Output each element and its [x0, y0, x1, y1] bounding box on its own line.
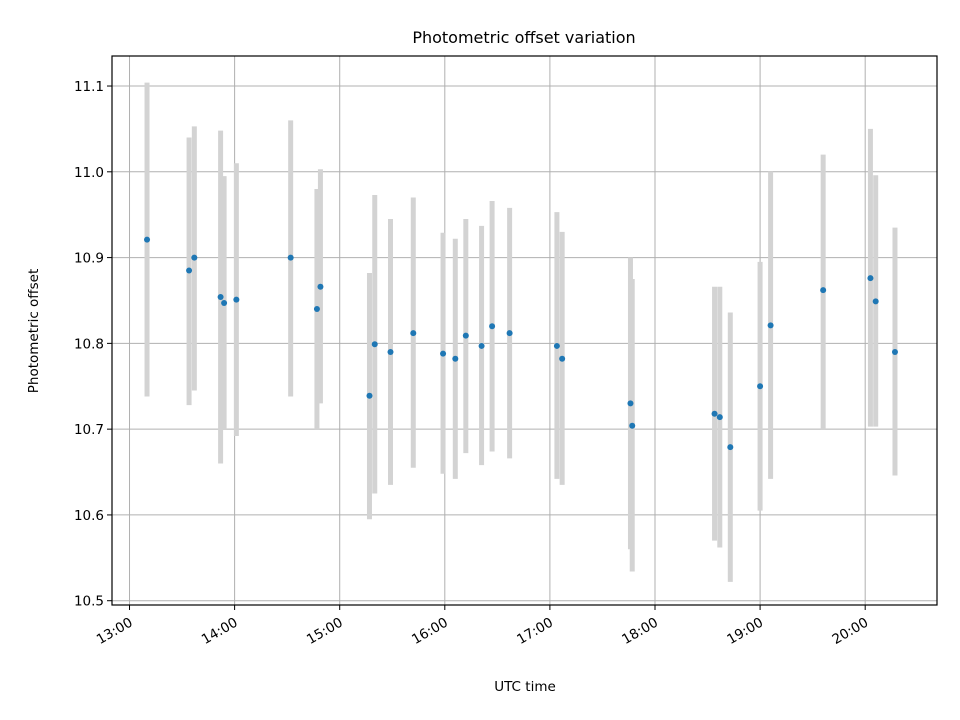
- data-point: [559, 355, 566, 362]
- data-point: [716, 414, 723, 421]
- x-axis-label: UTC time: [494, 679, 556, 695]
- data-points: [144, 236, 898, 451]
- data-point: [233, 296, 240, 303]
- data-point: [629, 422, 636, 429]
- data-point: [872, 298, 879, 305]
- data-point: [462, 332, 469, 339]
- data-point: [627, 400, 634, 407]
- y-tick-label: 10.5: [74, 594, 104, 610]
- data-point: [191, 254, 198, 261]
- data-point: [711, 410, 718, 417]
- data-point: [506, 330, 513, 337]
- x-tick-label: 17:00: [514, 615, 556, 648]
- x-tick-label: 15:00: [304, 615, 346, 648]
- error-bars: [144, 82, 898, 582]
- y-tick-label: 10.8: [74, 336, 104, 352]
- y-tick-label: 11.1: [74, 79, 104, 95]
- data-point: [144, 236, 151, 243]
- data-point: [313, 306, 320, 313]
- data-point: [867, 275, 874, 282]
- y-tick-label: 11.0: [74, 165, 104, 181]
- data-point: [478, 342, 485, 349]
- y-tick-label: 10.6: [74, 508, 104, 524]
- grid: [112, 56, 937, 605]
- data-point: [489, 323, 496, 330]
- data-point: [727, 444, 734, 451]
- data-point: [553, 342, 560, 349]
- x-tick-label: 16:00: [409, 615, 451, 648]
- x-tick-label: 14:00: [199, 615, 241, 648]
- x-tick-label: 13:00: [94, 615, 136, 648]
- data-point: [186, 267, 193, 274]
- plot-frame: [111, 55, 938, 606]
- x-tick-label: 19:00: [724, 615, 766, 648]
- data-point: [440, 350, 447, 357]
- x-axis: 13:00 14:00 15:00 16:00 17:00 18:00 19:00 20:00: [94, 605, 871, 648]
- data-point: [366, 392, 373, 399]
- y-tick-label: 10.9: [74, 251, 104, 267]
- x-tick-label: 18:00: [619, 615, 661, 648]
- data-point: [757, 383, 764, 390]
- data-point: [452, 355, 459, 362]
- data-point: [767, 322, 774, 329]
- chart-title: Photometric offset variation: [412, 28, 635, 47]
- data-point: [221, 300, 228, 307]
- data-point: [371, 341, 378, 348]
- data-point: [820, 287, 827, 294]
- y-axis-label: Photometric offset: [26, 269, 42, 393]
- y-axis: 10.5 10.6 10.7 10.8 10.9 11.0 11.1: [74, 79, 112, 610]
- data-point: [410, 330, 417, 337]
- data-point: [317, 283, 324, 290]
- data-point: [217, 294, 224, 301]
- x-tick-label: 20:00: [829, 615, 871, 648]
- y-tick-label: 10.7: [74, 422, 104, 438]
- data-point: [387, 348, 394, 355]
- data-point: [891, 348, 898, 355]
- data-point: [287, 254, 294, 261]
